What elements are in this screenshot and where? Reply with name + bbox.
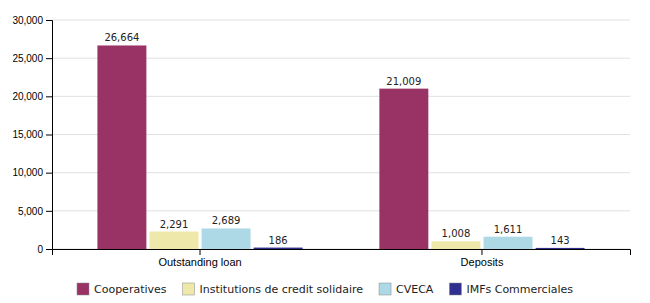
bar [150,232,199,249]
bar [484,237,533,249]
grid-line [52,20,630,21]
data-label: 2,291 [160,219,189,230]
y-tick-label: 20,000 [12,91,43,102]
legend-swatch [77,283,89,295]
x-tick-label: Outstanding loan [158,256,241,268]
x-axis-line [53,250,631,256]
x-axis: Outstanding loan Deposits [53,249,631,268]
legend-item: IMFs Commerciales [449,283,573,296]
y-tick: 20,000 [12,91,52,102]
data-label: 186 [269,235,288,246]
y-tick-mark [46,96,52,97]
data-label: 143 [551,235,570,246]
legend-swatch [379,283,391,295]
y-tick: 15,000 [12,129,52,140]
legend-swatch [449,283,461,295]
legend-label: IMFs Commerciales [466,283,573,296]
y-tick-mark [46,58,52,59]
y-tick: 10,000 [12,167,52,178]
y-tick-mark [46,173,52,174]
y-tick-mark [46,20,52,21]
legend-label: Institutions de credit solidaire [200,283,364,296]
bar [254,248,303,249]
bar [97,45,146,249]
y-tick: 5,000 [18,206,52,217]
data-label: 21,009 [386,76,421,87]
legend-label: CVECA [396,283,434,296]
y-tick-label: 10,000 [12,167,43,178]
y-tick: 25,000 [12,53,52,64]
x-tick-label: Deposits [461,256,504,268]
y-tick-label: 30,000 [12,15,43,26]
y-tick-label: 15,000 [12,129,43,140]
y-tick: 30,000 [12,15,52,26]
chart: 26,664 21,009 2,291 1,008 2,689 1,611 186 143 0 5… [0,0,650,303]
legend-item: Cooperatives [77,283,167,296]
x-tick-mark [481,249,482,255]
legend-item: Institutions de credit solidaire [183,283,364,296]
y-tick-label: 5,000 [18,206,43,217]
bar [431,241,480,249]
data-labels: 26,664 21,009 2,291 1,008 2,689 1,611 186 143 [104,32,569,245]
grid [52,20,630,249]
y-tick-mark [46,211,52,212]
y-tick-mark [46,135,52,136]
x-tick: Outstanding loan [158,249,241,268]
y-tick-label: 0 [37,244,43,255]
legend: Cooperatives Institutions de credit solid… [77,283,573,296]
data-label: 1,611 [494,224,523,235]
x-tick-mark [200,249,201,255]
y-tick-mark [46,249,52,250]
y-axis-line [46,21,53,250]
y-axis: 0 5,000 10,000 15,000 20,000 25,000 30,000 [12,15,52,255]
plot: 26,664 21,009 2,291 1,008 2,689 1,611 186 143 0 5… [12,15,630,268]
data-label: 26,664 [104,32,139,43]
legend-label: Cooperatives [94,283,167,296]
data-label: 1,008 [442,228,471,239]
data-label: 2,689 [212,215,241,226]
y-tick: 0 [37,244,52,255]
legend-item: CVECA [379,283,434,296]
bar [379,89,428,249]
bar [202,228,251,249]
x-tick: Deposits [461,249,504,268]
bar [536,248,585,249]
bars [97,45,584,249]
legend-swatch [183,283,195,295]
y-tick-label: 25,000 [12,53,43,64]
